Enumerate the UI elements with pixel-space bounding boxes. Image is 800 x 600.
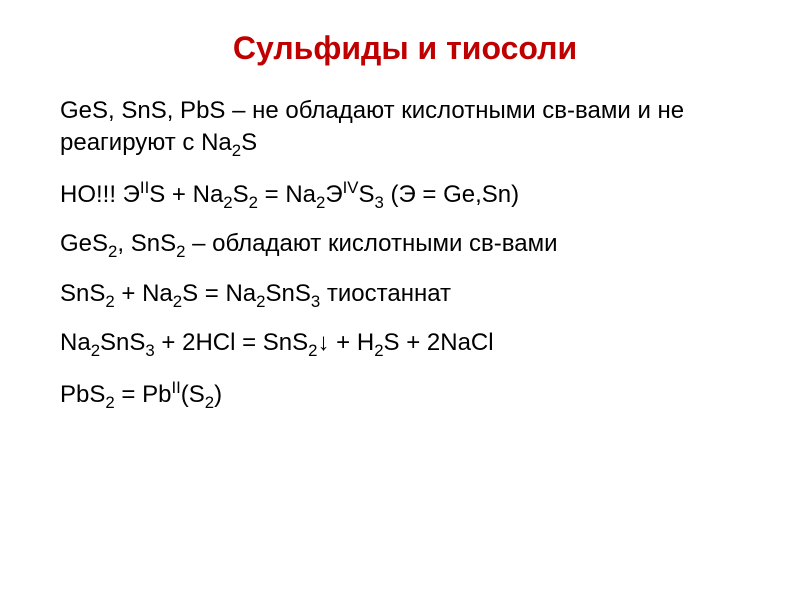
content-line: НО!!! ЭIIS + Na2S2 = Na2ЭIVS3 (Э = Ge,Sn… — [60, 177, 750, 214]
slide-title: Сульфиды и тиосоли — [60, 30, 750, 67]
content-line: SnS2 + Na2S = Na2SnS3 тиостаннат — [60, 278, 750, 313]
content-line: PbS2 = PbII(S2) — [60, 377, 750, 414]
content-line: Na2SnS3 + 2HCl = SnS2↓ + H2S + 2NaCl — [60, 327, 750, 362]
content-line: GeS2, SnS2 – обладают кислотными св-вами — [60, 228, 750, 263]
slide-body: GeS, SnS, PbS – не обладают кислотными с… — [60, 95, 750, 414]
content-line: GeS, SnS, PbS – не обладают кислотными с… — [60, 95, 750, 163]
